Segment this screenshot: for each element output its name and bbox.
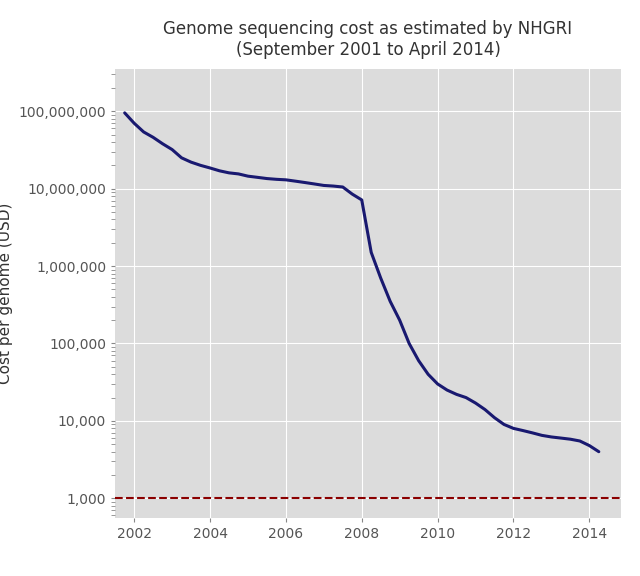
Y-axis label: Cost per genome (USD): Cost per genome (USD)	[0, 203, 13, 384]
Title: Genome sequencing cost as estimated by NHGRI
(September 2001 to April 2014): Genome sequencing cost as estimated by N…	[163, 20, 573, 59]
